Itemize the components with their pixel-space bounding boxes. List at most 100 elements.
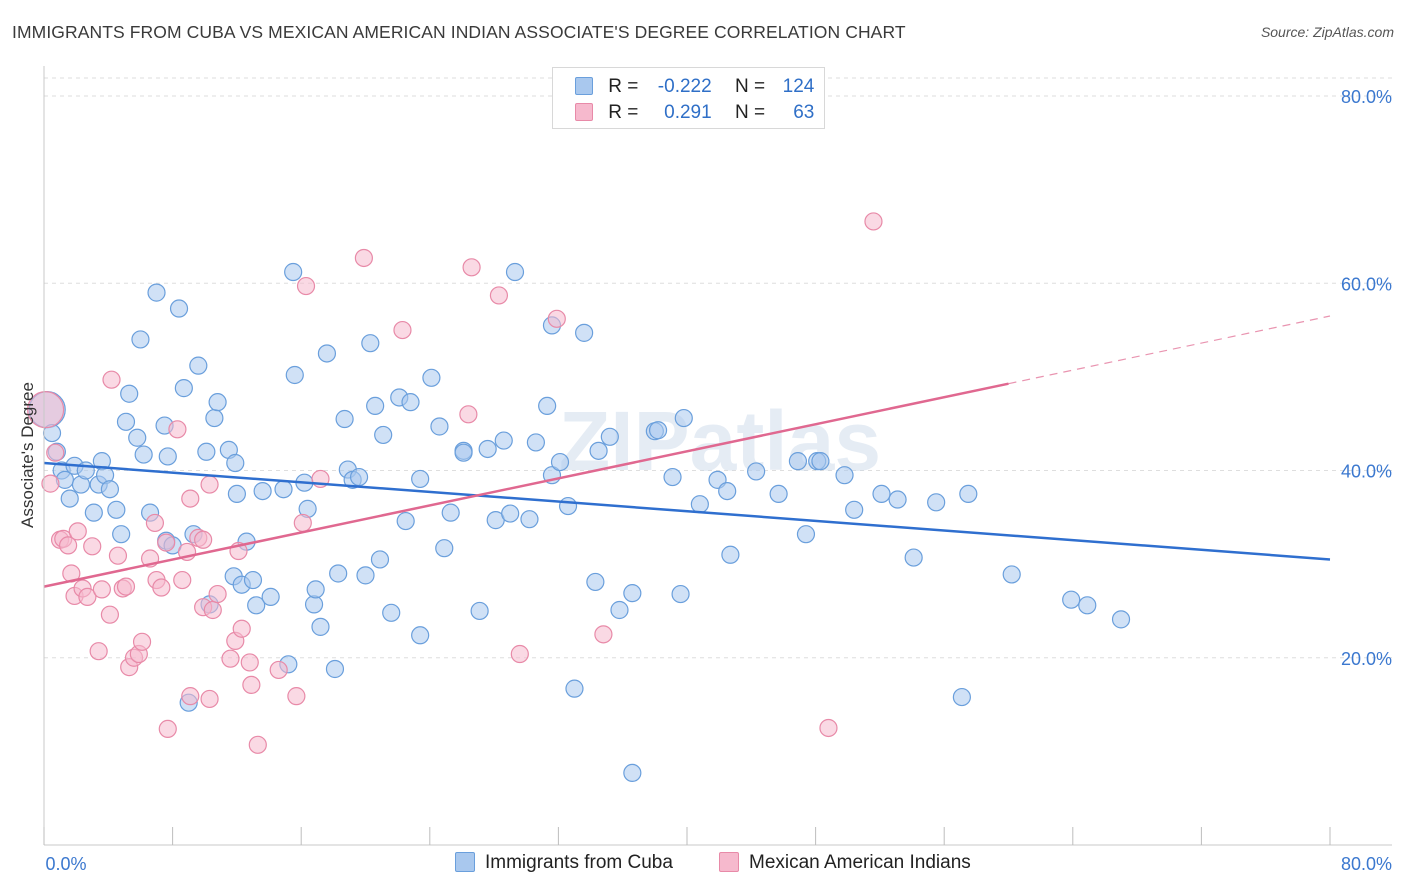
cuba-point	[396, 511, 415, 531]
legend-r-label: R =	[608, 102, 639, 123]
mexican-american-indian-point	[240, 653, 259, 672]
cuba-point	[435, 539, 454, 558]
x-tick-label: 80.0%	[1341, 854, 1392, 874]
cuba-point	[169, 299, 189, 318]
cuba-point	[84, 503, 103, 522]
axis-layer: 20.0% 40.0% 60.0% 80.0% 0.0% 80.0%	[43, 66, 1392, 874]
cuba-point	[306, 580, 325, 599]
x-tick-label: 0.0%	[45, 854, 86, 874]
cuba-point	[600, 427, 619, 446]
cuba-point	[610, 600, 629, 620]
cuba-point	[243, 570, 263, 590]
legend-row-mexican-american-indians: R = 0.291 N = 63	[575, 102, 814, 128]
cuba-point	[1002, 565, 1021, 584]
mexican-american-indian-point	[242, 675, 261, 695]
series-legend-cuba[interactable]: Immigrants from Cuba	[455, 852, 673, 874]
series-swatch-pink	[719, 852, 739, 872]
points-layer	[27, 212, 1131, 783]
cuba-point	[623, 584, 642, 603]
cuba-point	[718, 481, 737, 501]
mexican-american-indian-point	[208, 584, 227, 604]
mexican-american-indian-point	[181, 687, 200, 706]
cuba-point	[538, 396, 557, 415]
mexican-american-indian-point	[547, 309, 566, 328]
cuba-point	[674, 408, 693, 428]
cuba-point	[189, 356, 208, 375]
cuba-point	[335, 409, 354, 429]
mexican-american-indian-point	[152, 578, 171, 597]
cuba-point	[520, 510, 539, 529]
cuba-point	[325, 659, 345, 679]
mexican-american-indian-point	[232, 619, 251, 638]
cuba-point	[721, 545, 740, 564]
cuba-point	[1062, 590, 1081, 609]
mexican-american-indian-point	[145, 513, 165, 533]
cuba-point	[60, 489, 79, 508]
legend-n-value: 63	[793, 102, 815, 123]
mexican-american-indian-point	[157, 533, 176, 552]
mexican-american-indian-point	[200, 475, 219, 494]
cuba-point	[134, 445, 153, 464]
cuba-point	[470, 601, 489, 621]
mexican-american-indian-point	[68, 522, 87, 541]
legend-n-label: N =	[734, 76, 766, 97]
cuba-point	[174, 379, 193, 398]
y-tick-label: 80.0%	[1341, 87, 1392, 107]
cuba-point	[349, 467, 369, 487]
cuba-point	[329, 564, 348, 583]
mexican-american-indian-point	[489, 286, 509, 305]
cuba-point	[959, 484, 978, 504]
mexican-american-indian-point	[296, 276, 316, 296]
mexican-american-indian-point	[203, 600, 222, 620]
mexican-american-indian-point	[27, 391, 65, 429]
cuba-point	[663, 467, 682, 487]
y-tick-label: 20.0%	[1341, 649, 1392, 669]
cuba-point	[671, 584, 690, 604]
cuba-point	[147, 283, 166, 302]
series-legend-mexican-american-indians[interactable]: Mexican American Indians	[719, 852, 971, 874]
cuba-point	[128, 428, 147, 447]
cuba-point	[374, 425, 393, 445]
cuba-point	[253, 481, 272, 501]
cuba-point	[586, 572, 605, 592]
trend-line	[43, 461, 1331, 561]
cuba-point	[401, 393, 420, 412]
cuba-point	[112, 525, 131, 544]
mexican-american-indian-point	[132, 632, 152, 651]
cuba-point	[366, 396, 385, 415]
mexican-american-indian-point	[221, 649, 240, 668]
mexican-american-indian-point	[200, 689, 219, 709]
cuba-point	[411, 626, 430, 645]
mexican-american-indian-point	[158, 719, 177, 739]
mexican-american-indian-point	[194, 530, 213, 549]
mexican-american-indian-point	[354, 248, 373, 268]
cuba-point	[845, 500, 864, 519]
series-legend: Immigrants from Cuba Mexican American In…	[0, 852, 1406, 878]
y-tick-label: 40.0%	[1341, 462, 1392, 482]
cuba-point	[623, 763, 642, 783]
cuba-point	[1078, 596, 1097, 615]
cuba-point	[361, 334, 380, 353]
cuba-point	[747, 462, 766, 481]
mexican-american-indian-point	[819, 718, 838, 738]
cuba-point	[226, 453, 245, 473]
stats-legend: R = -0.222 N = 124 R = 0.291 N = 63	[552, 67, 825, 129]
cuba-point	[441, 503, 460, 522]
mexican-american-indian-point	[248, 735, 267, 754]
cuba-point	[796, 525, 816, 544]
cuba-point	[205, 408, 224, 428]
mexican-american-indian-point	[594, 625, 613, 644]
legend-r-value: -0.222	[657, 76, 712, 97]
cuba-point	[505, 262, 525, 282]
cuba-point	[690, 495, 709, 514]
cuba-point	[952, 687, 971, 707]
cuba-point	[370, 550, 390, 569]
cuba-point	[227, 484, 246, 504]
cuba-point	[811, 452, 830, 471]
cuba-point	[120, 384, 139, 403]
chart-title: IMMIGRANTS FROM CUBA VS MEXICAN AMERICAN…	[12, 22, 906, 42]
mexican-american-indian-point	[116, 577, 136, 596]
mexican-american-indian-point	[287, 687, 306, 706]
cuba-point	[478, 439, 497, 459]
